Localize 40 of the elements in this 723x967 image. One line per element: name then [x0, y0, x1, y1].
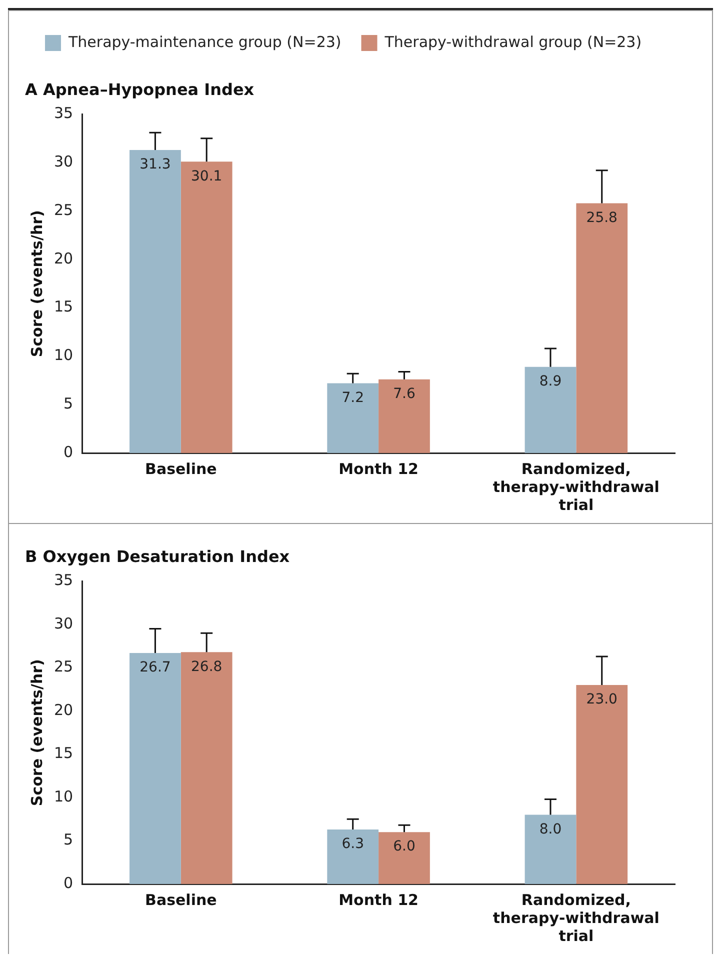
x-tick-label: Randomized, therapy-withdrawal trial [492, 460, 660, 514]
legend-label: Therapy-maintenance group (N=23) [68, 32, 342, 51]
y-tick-label: 35 [54, 104, 74, 122]
y-tick-label: 30 [54, 614, 74, 632]
chart-title: A Apnea–Hypopnea Index [25, 80, 255, 99]
y-tick-label: 0 [64, 874, 74, 892]
y-tick-label: 5 [64, 394, 74, 412]
y-tick-label: 25 [54, 200, 74, 219]
x-tick-label: Month 12 [338, 890, 418, 909]
x-tick-label: Baseline [145, 460, 217, 478]
data-label: 6.0 [393, 838, 416, 855]
y-tick-label: 15 [54, 298, 74, 316]
data-label: 26.8 [191, 658, 222, 675]
y-tick-label: 10 [54, 346, 74, 364]
data-label: 7.2 [342, 390, 364, 406]
y-tick-label: 10 [54, 787, 74, 806]
data-label: 30.1 [191, 168, 222, 184]
data-label: 6.3 [342, 836, 364, 852]
y-tick-label: 15 [54, 744, 74, 762]
x-tick-label: Month 12 [338, 460, 418, 478]
data-label: 25.8 [586, 210, 618, 226]
x-tick-label: Baseline [145, 890, 217, 909]
y-axis-title: Score (events/hr) [28, 659, 46, 806]
data-label: 31.3 [140, 156, 171, 173]
y-tick-label: 35 [54, 571, 74, 590]
y-tick-label: 20 [54, 249, 74, 268]
legend-label: Therapy-withdrawal group (N=23) [384, 32, 642, 51]
data-label: 7.6 [393, 386, 416, 402]
y-axis-title: Score (events/hr) [28, 210, 46, 358]
data-label: 26.7 [140, 660, 171, 676]
y-tick-label: 0 [64, 442, 74, 461]
y-tick-label: 5 [64, 830, 74, 849]
data-label: 8.9 [539, 373, 562, 390]
data-label: 23.0 [586, 692, 618, 708]
y-tick-label: 25 [54, 658, 74, 676]
chart-title: B Oxygen Desaturation Index [25, 546, 290, 566]
y-tick-label: 20 [54, 700, 74, 719]
y-tick-label: 30 [54, 152, 74, 170]
data-label: 8.0 [539, 821, 562, 838]
x-tick-label: Randomized, therapy-withdrawal trial [492, 890, 660, 945]
